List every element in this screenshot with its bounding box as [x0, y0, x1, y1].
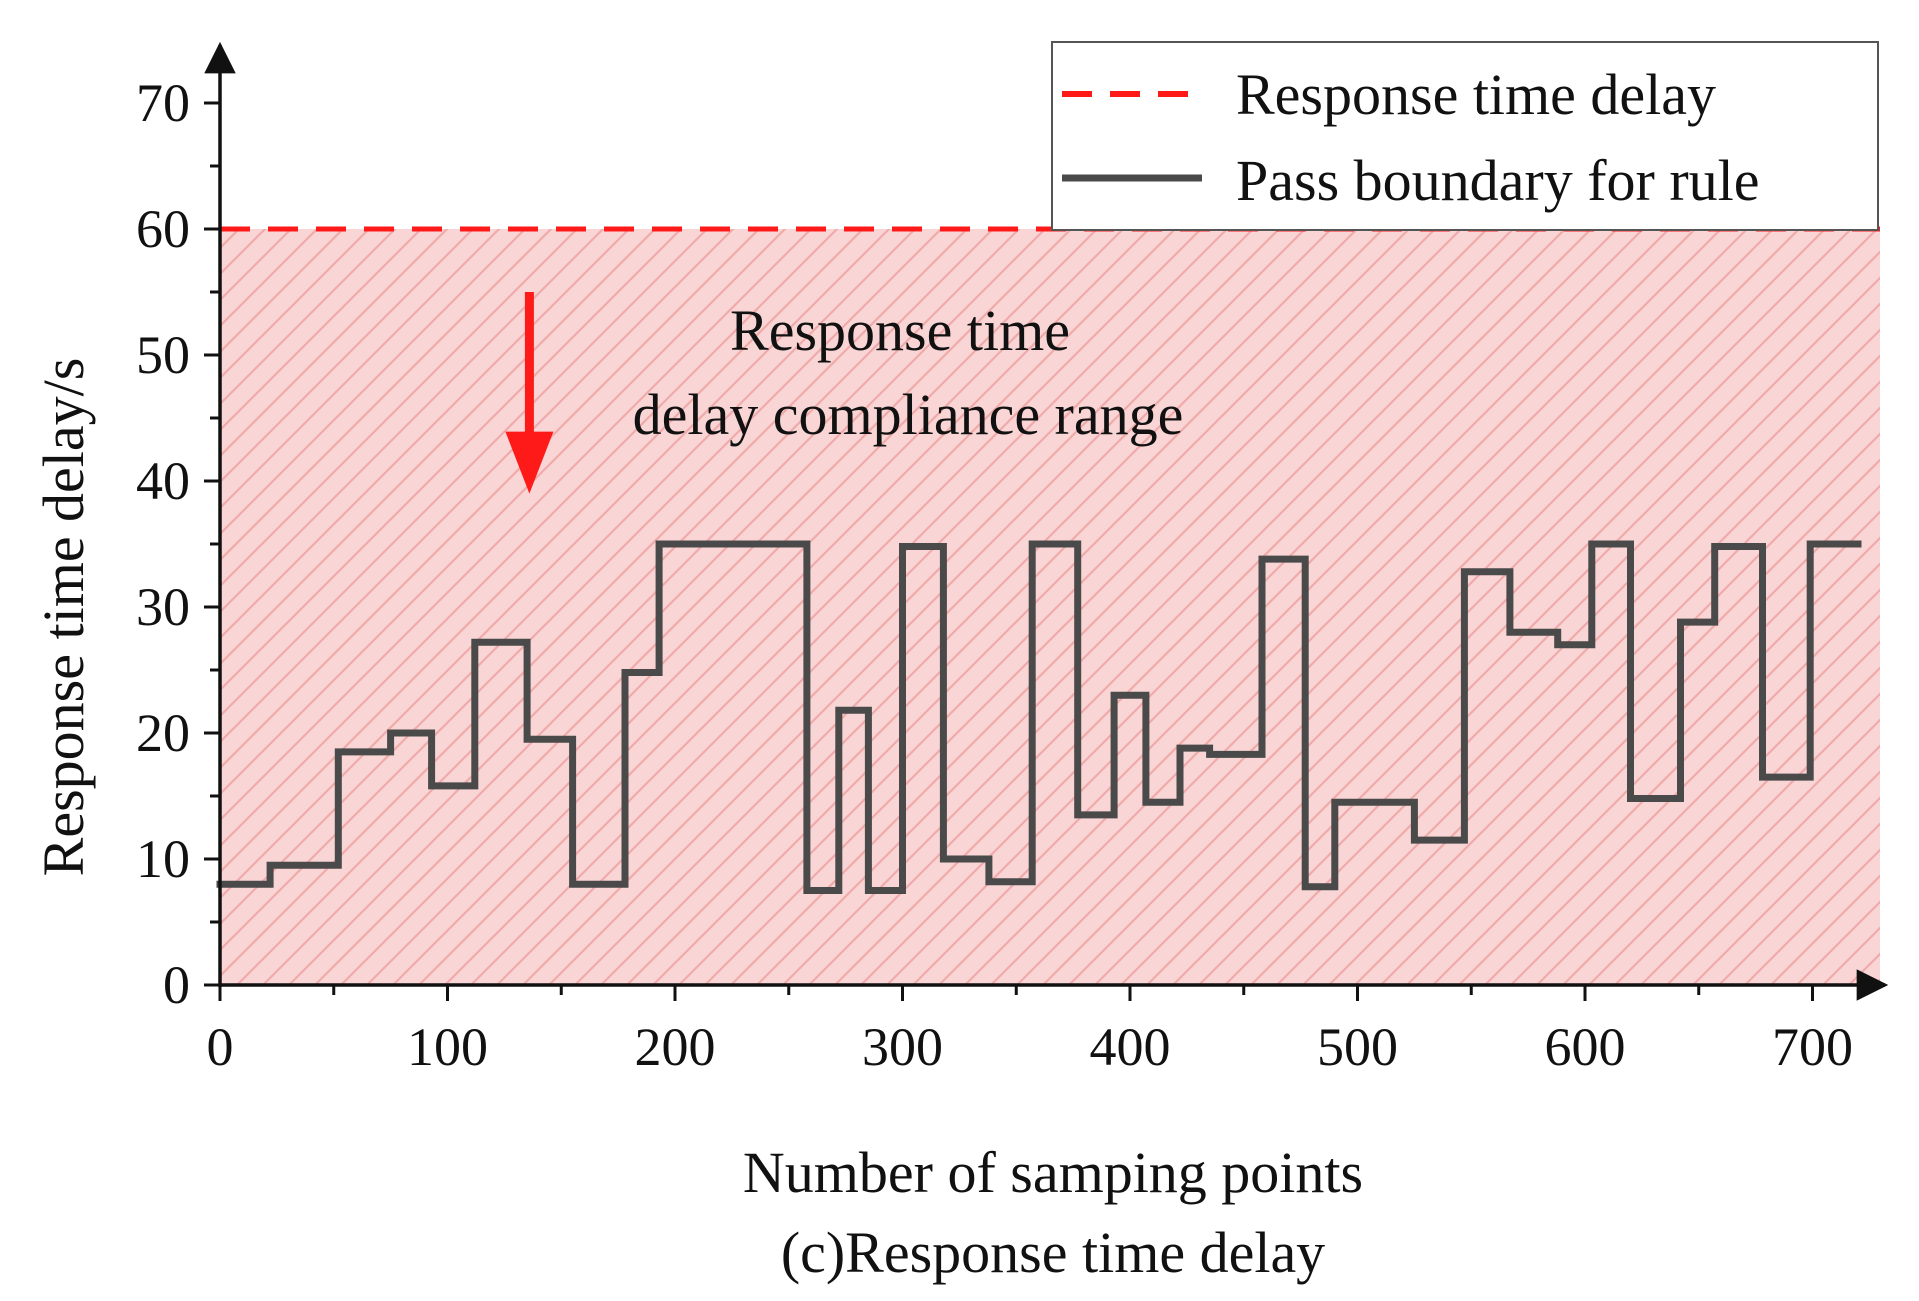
annotation-line-1: Response time	[730, 298, 1070, 363]
compliance-region	[220, 229, 1880, 985]
x-tick-label: 100	[407, 1017, 488, 1077]
y-tick-label: 40	[136, 451, 190, 511]
y-tick-label: 50	[136, 325, 190, 385]
y-ticks: 0 10 20 30 40 50 60 70	[136, 73, 220, 1015]
x-tick-label: 0	[207, 1017, 234, 1077]
x-tick-label: 400	[1090, 1017, 1171, 1077]
legend-label-response-time-delay: Response time delay	[1236, 62, 1716, 127]
x-tick-label: 700	[1772, 1017, 1853, 1077]
chart-caption: (c)Response time delay	[781, 1220, 1325, 1285]
legend-label-pass-boundary: Pass boundary for rule	[1236, 148, 1760, 213]
annotation-arrow-head	[505, 431, 554, 494]
y-tick-label: 10	[136, 829, 190, 889]
legend: Response time delay Pass boundary for ru…	[1051, 41, 1879, 231]
x-ticks: 0 100 200 300 400 500 600 700	[207, 985, 1853, 1077]
series-layer	[216, 540, 1862, 894]
x-tick-label: 200	[635, 1017, 716, 1077]
series-line-pass-boundary	[216, 540, 1862, 894]
x-axis-title: Number of samping points	[743, 1140, 1363, 1205]
y-tick-label: 70	[136, 73, 190, 133]
y-tick-label: 20	[136, 703, 190, 763]
x-tick-label: 600	[1545, 1017, 1626, 1077]
x-tick-label: 300	[862, 1017, 943, 1077]
y-tick-label: 60	[136, 199, 190, 259]
annotation-line-2: delay compliance range	[633, 382, 1184, 447]
legend-box	[1051, 41, 1879, 231]
y-axis-title: Response time delay/s	[31, 358, 96, 877]
y-tick-label: 30	[136, 577, 190, 637]
x-tick-label: 500	[1317, 1017, 1398, 1077]
y-tick-label: 0	[163, 955, 190, 1015]
